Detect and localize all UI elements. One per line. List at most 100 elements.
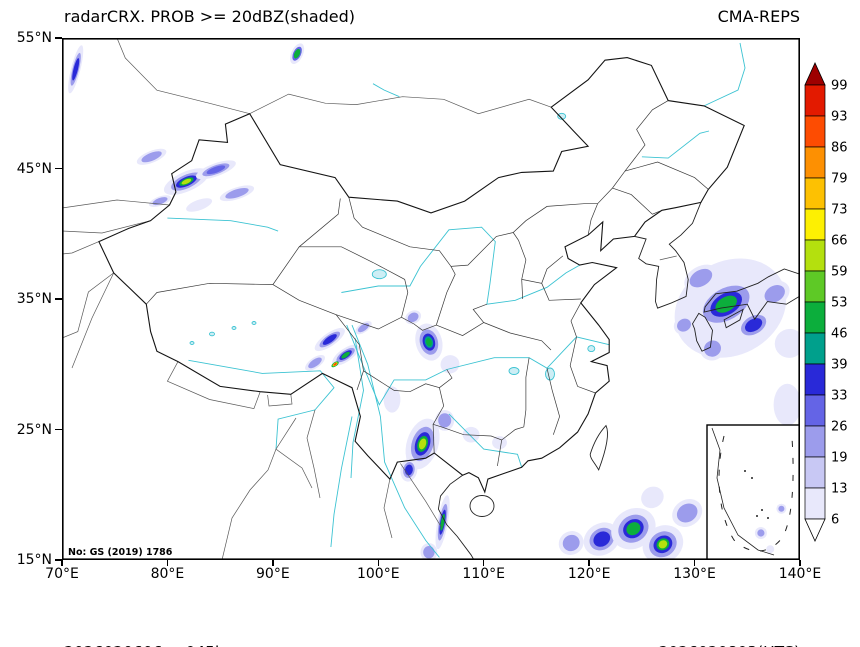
probability-blob [492,436,507,450]
radar-probability-shading [68,43,800,560]
colorbar-level-label: 53 [831,296,848,311]
x-axis-tick [482,560,485,566]
probability-blob [440,513,445,531]
colorbar-level-label: 39 [831,358,848,373]
probability-blob [293,48,301,59]
x-axis-tick-label: 100°E [356,566,400,582]
colorbar-cell [804,62,826,86]
colorbar-level-label: 46 [831,327,848,342]
x-axis-tick-label: 90°E [256,566,290,582]
y-axis-tick [55,298,62,300]
colorbar-cell [804,239,826,272]
y-axis-tick-label: 25°N [16,421,52,438]
probability-blob [658,540,668,549]
colorbar-cell [804,270,826,303]
province-borders-layer [146,100,709,467]
colorbar-level-label: 26 [831,420,848,435]
probability-blob [72,58,80,81]
page-title: radarCRX. PROB >= 20dBZ(shaded) [64,7,356,26]
x-axis-tick-label: 70°E [45,566,79,582]
colorbar-cell [804,394,826,427]
china-boundary-layer [98,57,745,494]
y-axis-tick-label: 15°N [16,552,52,568]
probability-blob [418,438,427,450]
x-axis-tick [272,560,274,566]
colorbar-level-label: 59 [831,265,848,280]
probability-blob [341,351,350,359]
model-name-label: CMA-REPS [717,7,800,26]
probability-blob [676,503,698,523]
x-axis-tick [693,560,696,566]
probability-blob [745,318,763,333]
x-axis-tick [799,560,801,566]
colorbar-level-label: 13 [831,482,848,497]
probability-blob [626,522,641,536]
probability-blob [186,198,213,212]
probability-blob [641,486,664,509]
colorbar-cell [804,208,826,241]
probability-blob [206,165,226,175]
x-axis-tick-label: 80°E [150,566,185,582]
probability-blob [462,426,480,443]
colorbar-cell [804,115,826,148]
colorbar-level-label: 66 [831,234,848,249]
colorbar-cell [804,425,826,458]
colorbar-cell [804,456,826,489]
colorbar-cell [804,518,826,542]
license-watermark: No: GS (2019) 1786 [68,547,173,558]
probability-blob [383,386,401,413]
colorbar-level-label: 19 [831,451,848,466]
x-axis-tick [61,560,63,566]
x-axis-tick-label: 130°E [673,566,716,582]
y-axis-tick [55,37,62,39]
map-border [62,38,800,560]
south-china-sea-inset [706,424,800,560]
probability-blob [225,187,249,199]
foreign-borders-layer [62,38,677,560]
probability-blob [322,334,337,345]
x-axis-tick-label: 120°E [567,566,611,582]
init-time-block: 2026020606 + 045h 2026020614 + 045h [64,585,225,647]
x-axis-tick [377,560,380,566]
colorbar-cell [804,332,826,365]
colorbar-level-label: 86 [831,141,848,156]
probability-blob [152,197,168,206]
y-axis-tick [55,428,62,431]
y-axis-tick-label: 55°N [16,30,52,46]
x-axis-tick-label: 140°E [778,566,822,582]
x-axis-tick [166,560,169,566]
colorbar-cell [804,363,826,396]
valid-time-block: 2026020803(UTC) 2026020811(CST) [659,585,800,647]
probability-blob [562,534,580,552]
probability-blob [333,362,337,366]
colorbar-level-label: 99 [831,79,848,94]
inset-probability-spots [754,503,787,554]
probability-blob [407,312,419,323]
init-utc-line: 2026020606 + 045h [64,639,225,647]
probability-blob [593,531,611,547]
y-axis-tick [55,167,62,170]
colorbar-cell [804,84,826,117]
y-axis-tick-label: 35°N [16,291,52,307]
probability-blob [438,413,452,428]
inset-probability-blob [766,545,775,554]
map-area: No: GS (2019) 1786 [62,38,800,560]
probability-blob [440,355,460,374]
inset-probability-blob [757,529,765,537]
colorbar-cell [804,301,826,334]
colorbar-cell [804,177,826,210]
valid-utc-line: 2026020803(UTC) [659,639,800,647]
china-map: No: GS (2019) 1786 [62,38,800,560]
colorbar-level-label: 33 [831,389,848,404]
rivers-layer [167,42,746,558]
probability-blob [689,268,713,288]
probability-blob [423,546,435,559]
probability-colorbar: 99 93 86 79 73 66 59 53 46 39 33 26 19 13 6 [804,62,848,542]
y-axis-tick [55,559,62,561]
probability-blob [704,340,721,357]
colorbar-level-label: 6 [831,513,839,528]
colorbar-level-label: 79 [831,172,848,187]
colorbar-level-label: 93 [831,110,848,125]
probability-blob [774,328,800,358]
